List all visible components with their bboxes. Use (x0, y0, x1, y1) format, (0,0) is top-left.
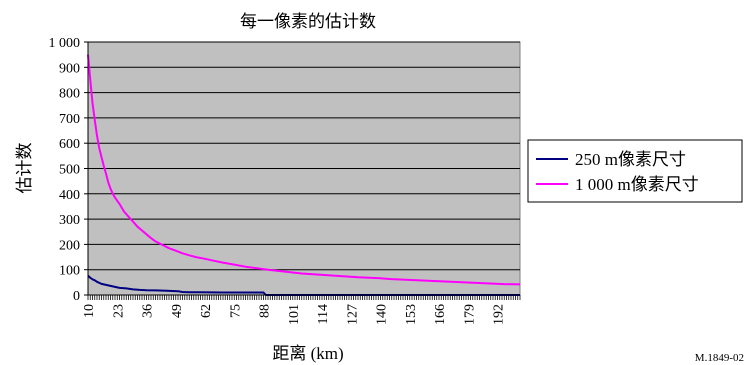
series-line-0 (87, 275, 520, 296)
x-tick-label: 36 (141, 304, 156, 318)
x-tick-label: 127 (345, 304, 360, 325)
y-tick-label: 300 (59, 213, 80, 228)
legend: 250 m像素尺寸 1 000 m像素尺寸 (527, 139, 743, 203)
x-tick-label: 62 (199, 304, 214, 318)
y-tick-label: 800 (59, 87, 80, 102)
x-tick-label: 166 (433, 304, 448, 325)
y-tick-label: 700 (59, 112, 80, 127)
y-tick-label: 900 (59, 61, 80, 76)
x-tick-label: 23 (111, 304, 126, 318)
x-tick-label: 101 (287, 304, 302, 325)
x-tick-label: 75 (228, 304, 243, 318)
y-tick-label: 500 (59, 163, 80, 178)
legend-label-1000m: 1 000 m像素尺寸 (575, 175, 699, 194)
figure-id: M.1849-02 (695, 352, 744, 364)
y-tick-label: 200 (59, 238, 80, 253)
y-tick-label: 1 000 (49, 36, 81, 51)
x-tick-label: 192 (492, 304, 507, 325)
x-tick-label: 140 (375, 304, 390, 325)
gridlines (84, 41, 520, 296)
x-axis-label: 距离 (km) (272, 344, 343, 363)
x-tick-label: 88 (258, 304, 273, 318)
x-tick-label: 114 (316, 304, 331, 324)
x-tick-labels: 10 23 36 49 62 75 88 101 114 127 140 153 166 179 192 (82, 304, 507, 325)
series-lines (87, 54, 521, 296)
legend-label-250m: 250 m像素尺寸 (575, 150, 686, 169)
y-tick-label: 0 (73, 289, 80, 304)
y-tick-labels: 0 100 200 300 400 500 600 700 800 900 1 000 (49, 36, 81, 304)
y-tick-label: 100 (59, 264, 80, 279)
legend-box (527, 139, 743, 203)
series-line-1 (87, 54, 521, 286)
x-tick-label: 179 (462, 304, 477, 325)
chart-title: 每一像素的估计数 (240, 12, 376, 31)
x-tick-label: 10 (82, 304, 97, 318)
y-axis-label: 估计数 (15, 143, 34, 194)
y-tick-label: 400 (59, 188, 80, 203)
x-tick-label: 153 (404, 304, 419, 325)
x-tick-label: 49 (170, 304, 185, 318)
y-tick-label: 600 (59, 137, 80, 152)
